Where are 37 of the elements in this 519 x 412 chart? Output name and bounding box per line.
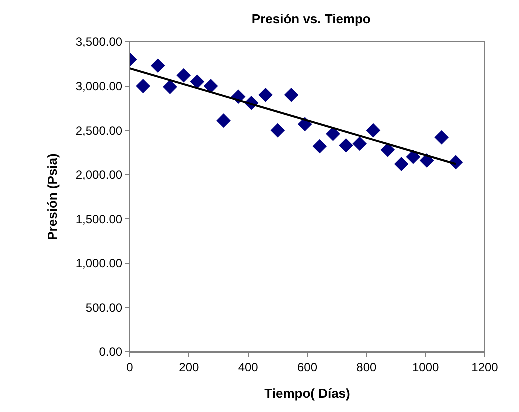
x-tick-label: 800 bbox=[356, 360, 377, 374]
point bbox=[380, 142, 396, 158]
y-axis-title: Presión (Psia) bbox=[44, 154, 60, 240]
y-tick-label: 3,500.00 bbox=[76, 35, 123, 50]
x-axis-title: Tiempo( Días) bbox=[264, 386, 350, 401]
y-tick-label: 0.00 bbox=[99, 345, 123, 360]
y-tick-label: 1,000.00 bbox=[76, 256, 123, 271]
y-tick-label: 1,500.00 bbox=[76, 212, 123, 226]
point bbox=[366, 123, 381, 138]
point bbox=[326, 126, 340, 142]
point bbox=[352, 136, 368, 152]
x-tick-label: 0 bbox=[126, 360, 134, 374]
x-tick-label: 200 bbox=[179, 360, 200, 374]
y-tick-label: 2,000.00 bbox=[76, 168, 123, 182]
point bbox=[312, 139, 328, 154]
x-tick-label: 1200 bbox=[472, 360, 499, 374]
x-tick-label: 600 bbox=[297, 360, 318, 374]
point bbox=[216, 114, 231, 128]
x-tick-label: 1000 bbox=[412, 360, 440, 374]
point bbox=[136, 79, 150, 94]
point bbox=[434, 130, 449, 145]
point bbox=[258, 88, 273, 102]
y-tick-label: 2,500.00 bbox=[76, 124, 123, 138]
chart-title: Presión vs. Tiempo bbox=[252, 12, 371, 27]
point bbox=[339, 138, 354, 153]
y-tick-label: 500.00 bbox=[86, 300, 123, 315]
point bbox=[163, 80, 178, 94]
point bbox=[394, 157, 409, 172]
point bbox=[284, 88, 299, 102]
point bbox=[150, 58, 166, 74]
y-tick-label: 3,000.00 bbox=[76, 79, 123, 94]
point bbox=[406, 150, 421, 164]
x-tick-label: 400 bbox=[238, 360, 259, 374]
point bbox=[190, 74, 205, 90]
point bbox=[270, 123, 286, 138]
point bbox=[176, 68, 191, 83]
point bbox=[204, 79, 218, 94]
